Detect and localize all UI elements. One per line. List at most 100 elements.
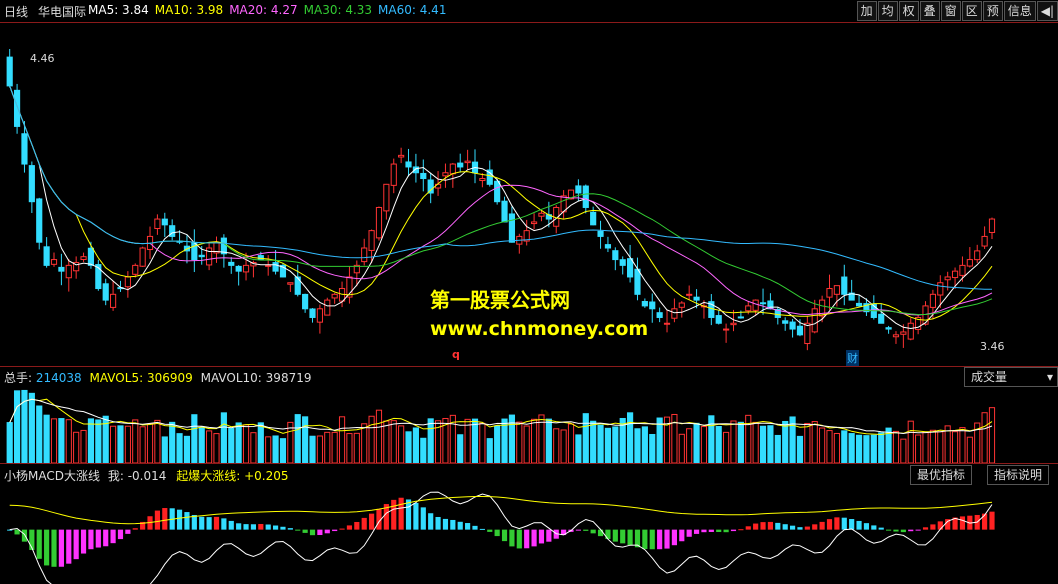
volume-bar (316, 435, 323, 463)
toolbar-button[interactable]: 区 (961, 1, 982, 21)
candle-body (375, 206, 383, 239)
volume-bar (937, 431, 944, 463)
candle-body (944, 276, 951, 281)
toolbar-button[interactable]: 叠 (919, 1, 940, 21)
ma-legend-item: MA5: 3.84 (88, 3, 149, 17)
macd-bar (849, 519, 855, 530)
candle-body (508, 213, 516, 243)
volume-bar (279, 438, 287, 463)
toolbar-button[interactable]: 均 (877, 1, 898, 21)
volume-bar (471, 418, 479, 463)
macd-bar (686, 529, 692, 537)
volume-bar (390, 420, 397, 463)
macd-bar (428, 513, 434, 530)
indicator-help-button[interactable]: 指标说明 (987, 465, 1050, 485)
macd-bar (524, 529, 530, 549)
volume-bar (966, 436, 973, 463)
volume-bar (627, 412, 634, 463)
best-indicator-button[interactable]: 最优指标 (910, 465, 973, 485)
volume-bar (87, 418, 95, 463)
mavol5-value: 306909 (146, 371, 193, 385)
event-marker-q[interactable]: q (452, 348, 460, 361)
macd-bar (309, 529, 316, 536)
volume-dropdown[interactable]: 成交量 ▾ (964, 367, 1058, 387)
candle-body (353, 264, 360, 274)
volume-bar (412, 427, 419, 463)
toolbar-button[interactable]: 窗 (940, 1, 961, 21)
volume-bar (405, 431, 412, 463)
candle-body (427, 179, 434, 194)
macd-bar (930, 524, 936, 530)
macd-bar (863, 523, 870, 530)
volume-bar (915, 434, 922, 463)
macd-bar (383, 504, 389, 530)
volume-bar (582, 413, 589, 463)
candle-body (235, 265, 242, 272)
candle-body (627, 258, 634, 278)
candle-body (58, 266, 65, 272)
macd-bar (14, 529, 20, 535)
macd-bar (693, 529, 700, 534)
candle-body (567, 189, 575, 200)
candle-body (686, 293, 693, 296)
volume-bar (457, 434, 464, 463)
macd-bar (561, 529, 567, 536)
indicator-name[interactable]: 小杨MACD大涨线 (4, 469, 100, 483)
volume-bar (981, 412, 988, 463)
volume-bar (398, 425, 405, 463)
period-label[interactable]: 日线 (4, 5, 29, 19)
volume-chart[interactable] (0, 385, 1058, 463)
indicator-chart[interactable] (0, 484, 1058, 584)
macd-bar (51, 529, 57, 567)
macd-bar (760, 522, 766, 530)
candle-body (279, 264, 287, 278)
volume-bar (686, 428, 693, 463)
volume-bar (375, 409, 383, 463)
candle-body (929, 293, 936, 308)
candle-body (619, 259, 626, 266)
macd-bar (339, 528, 345, 530)
volume-bar (124, 425, 131, 463)
macd-bar (405, 499, 412, 530)
toolbar-button[interactable]: 信息 (1003, 1, 1036, 21)
volume-bar (878, 432, 885, 463)
macd-bar (738, 529, 744, 531)
candle-body (959, 264, 966, 276)
macd-bar (671, 529, 677, 546)
candle-body (612, 250, 619, 261)
macd-bar (435, 516, 441, 530)
toolbar-button[interactable]: 权 (898, 1, 919, 21)
macd-bar (583, 529, 589, 531)
macd-bar (228, 520, 234, 530)
macd-bar (730, 529, 737, 532)
candle-body (132, 264, 139, 275)
volume-bar (819, 427, 826, 463)
toolbar-button[interactable]: 加 (856, 1, 877, 21)
candle-body (80, 256, 87, 260)
macd-bar (804, 526, 810, 530)
candle-body (361, 247, 368, 263)
volume-bar (907, 420, 914, 463)
indicator-legend: 小杨MACD大涨线 我: -0.014 起爆大涨线: +0.205 (4, 467, 289, 484)
volume-bar (560, 429, 567, 463)
ma-line (9, 85, 993, 316)
volume-bar (183, 435, 191, 463)
candle-body (242, 264, 250, 273)
volume-bar (944, 425, 951, 463)
candle-body (213, 241, 220, 254)
macd-bar (221, 518, 227, 530)
candle-body (922, 305, 929, 325)
macd-bar (398, 497, 404, 530)
macd-bar (819, 521, 825, 530)
volume-bar (663, 416, 671, 463)
mavol-line (9, 398, 993, 435)
price-chart[interactable] (0, 23, 1058, 366)
macd-bar (886, 529, 892, 531)
macd-bar (140, 521, 146, 530)
expand-icon[interactable]: ◀| (1036, 1, 1058, 21)
toolbar-button[interactable]: 预 (982, 1, 1003, 21)
high-price-label: 4.46 (30, 52, 55, 65)
candle-body (966, 259, 973, 267)
macd-bar (812, 524, 818, 530)
finance-marker[interactable]: 财 (846, 350, 859, 366)
